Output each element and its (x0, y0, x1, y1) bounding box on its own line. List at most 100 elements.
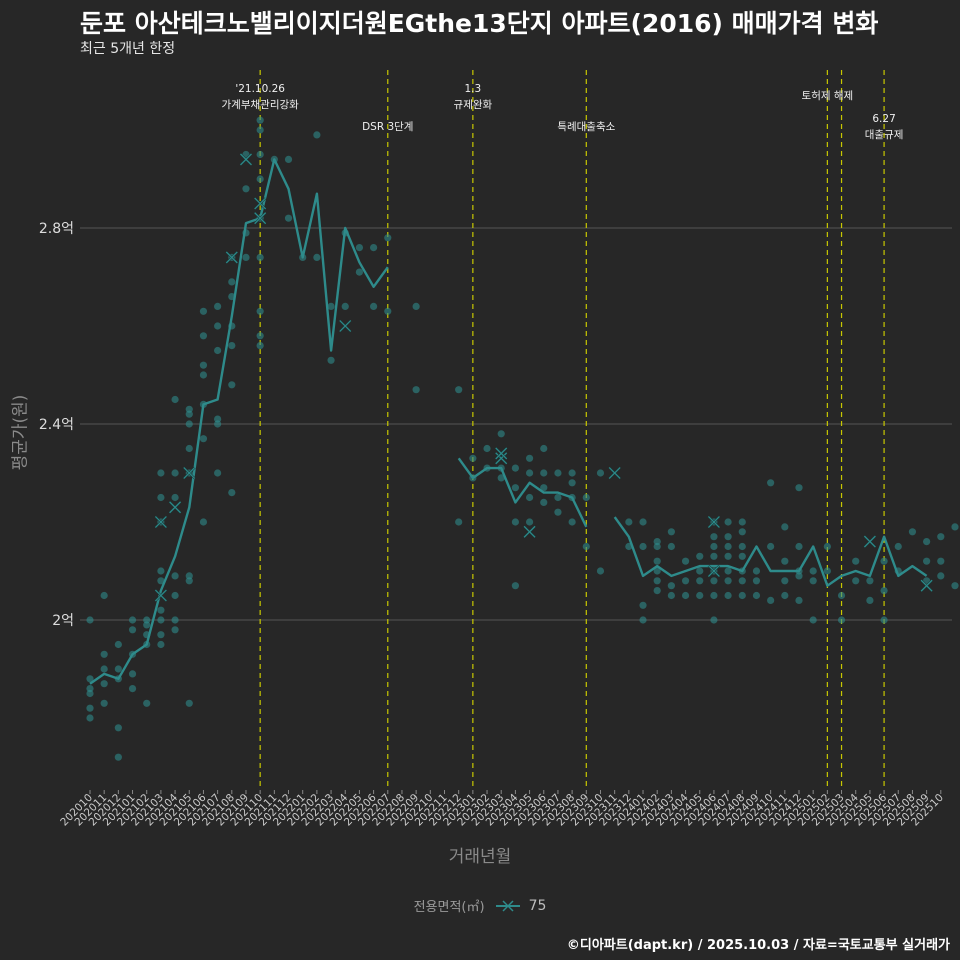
trade-point (866, 577, 874, 585)
trade-point (795, 542, 803, 551)
trade-point (214, 346, 222, 355)
policy-annotation: 규제완화 (454, 98, 493, 111)
trade-point (724, 591, 732, 600)
trade-point (837, 591, 846, 600)
trade-point (242, 185, 250, 193)
trade-point (185, 420, 193, 428)
trade-point (511, 518, 519, 526)
trade-point (511, 464, 519, 472)
marker-stroke (608, 467, 621, 479)
trade-point (214, 469, 222, 477)
series-line-75 (613, 516, 928, 587)
trade-point (185, 699, 193, 707)
trade-point (511, 582, 519, 590)
trade-point (894, 542, 902, 551)
trade-point (313, 131, 321, 139)
marker-x (608, 466, 621, 480)
marker-x (154, 515, 168, 529)
trade-point (128, 670, 137, 678)
trade-point (157, 567, 165, 575)
line-layer (89, 158, 928, 685)
marker-x (253, 211, 267, 225)
marker-x (920, 579, 933, 592)
trade-point (525, 518, 534, 526)
marker-stroke (863, 535, 876, 548)
policy-annotation: 특례대출축소 (557, 121, 615, 133)
trade-point (823, 567, 831, 575)
trade-point (214, 302, 222, 310)
trade-point (710, 591, 718, 600)
trade-point (100, 591, 108, 600)
trade-point (752, 591, 761, 600)
trade-point (199, 518, 208, 526)
trade-point (724, 518, 732, 526)
trade-point (341, 302, 349, 310)
trade-point (171, 626, 179, 634)
trade-point (256, 342, 264, 350)
trade-point (86, 616, 94, 624)
marker-x (182, 466, 196, 480)
trade-point (582, 493, 590, 502)
trade-point (256, 253, 264, 261)
trade-point (370, 244, 378, 252)
trade-point (866, 596, 874, 605)
trade-point (256, 116, 264, 124)
trade-point (157, 631, 165, 639)
trade-point (681, 577, 690, 585)
marker-stroke (707, 565, 720, 577)
marker-x (168, 501, 182, 514)
policy-annotation: 가계부채관리강화 (222, 99, 300, 111)
trade-point (667, 542, 675, 551)
trade-point (653, 557, 661, 565)
trade-point (355, 268, 364, 276)
trade-point (781, 577, 789, 585)
footer-credit: ©디아파트(dapt.kr) / 2025.10.03 / 자료=국토교통부 실… (566, 938, 950, 953)
trade-point (568, 518, 576, 526)
y-tick-label: 2.4억 (39, 417, 74, 433)
marker-x (523, 525, 536, 539)
marker-stroke (154, 589, 167, 602)
trade-point (724, 567, 732, 575)
marker-x (863, 535, 877, 548)
trade-point (724, 577, 732, 585)
trade-point (823, 542, 831, 551)
trade-point (696, 577, 704, 585)
trade-point (313, 253, 321, 261)
marker-stroke (254, 197, 267, 210)
trade-point (256, 150, 264, 159)
trade-point (214, 415, 222, 423)
trade-point (497, 474, 505, 482)
legend: 전용면적(㎡) 75 (0, 896, 960, 916)
marker-stroke (240, 153, 252, 166)
trade-point (710, 616, 718, 624)
trade-point (667, 582, 675, 590)
trade-point (185, 405, 193, 413)
trade-point (596, 567, 605, 575)
trade-point (199, 361, 208, 369)
trade-point (923, 538, 931, 546)
marker-x (225, 251, 239, 264)
trade-point (724, 533, 732, 541)
trade-point (327, 356, 335, 364)
trade-point (781, 523, 789, 531)
trade-point (128, 685, 137, 693)
trade-point (809, 577, 817, 585)
trade-point (114, 753, 122, 761)
trade-point (738, 528, 746, 536)
trade-point (256, 175, 264, 183)
marker-stroke (154, 516, 167, 528)
x-axis: 2020102020112020122021012021022021032021… (58, 790, 946, 828)
trade-point (738, 542, 746, 551)
trade-point (639, 518, 647, 526)
trade-point (171, 572, 179, 580)
marker-x (494, 452, 508, 465)
trade-point (157, 493, 165, 502)
policy-annotation: 토허제 해제 (802, 89, 854, 102)
trade-point (86, 685, 94, 693)
trade-point (483, 444, 491, 453)
trade-point (795, 484, 803, 492)
marker-stroke (183, 467, 196, 479)
trade-point (639, 616, 647, 624)
trade-point (710, 542, 718, 551)
